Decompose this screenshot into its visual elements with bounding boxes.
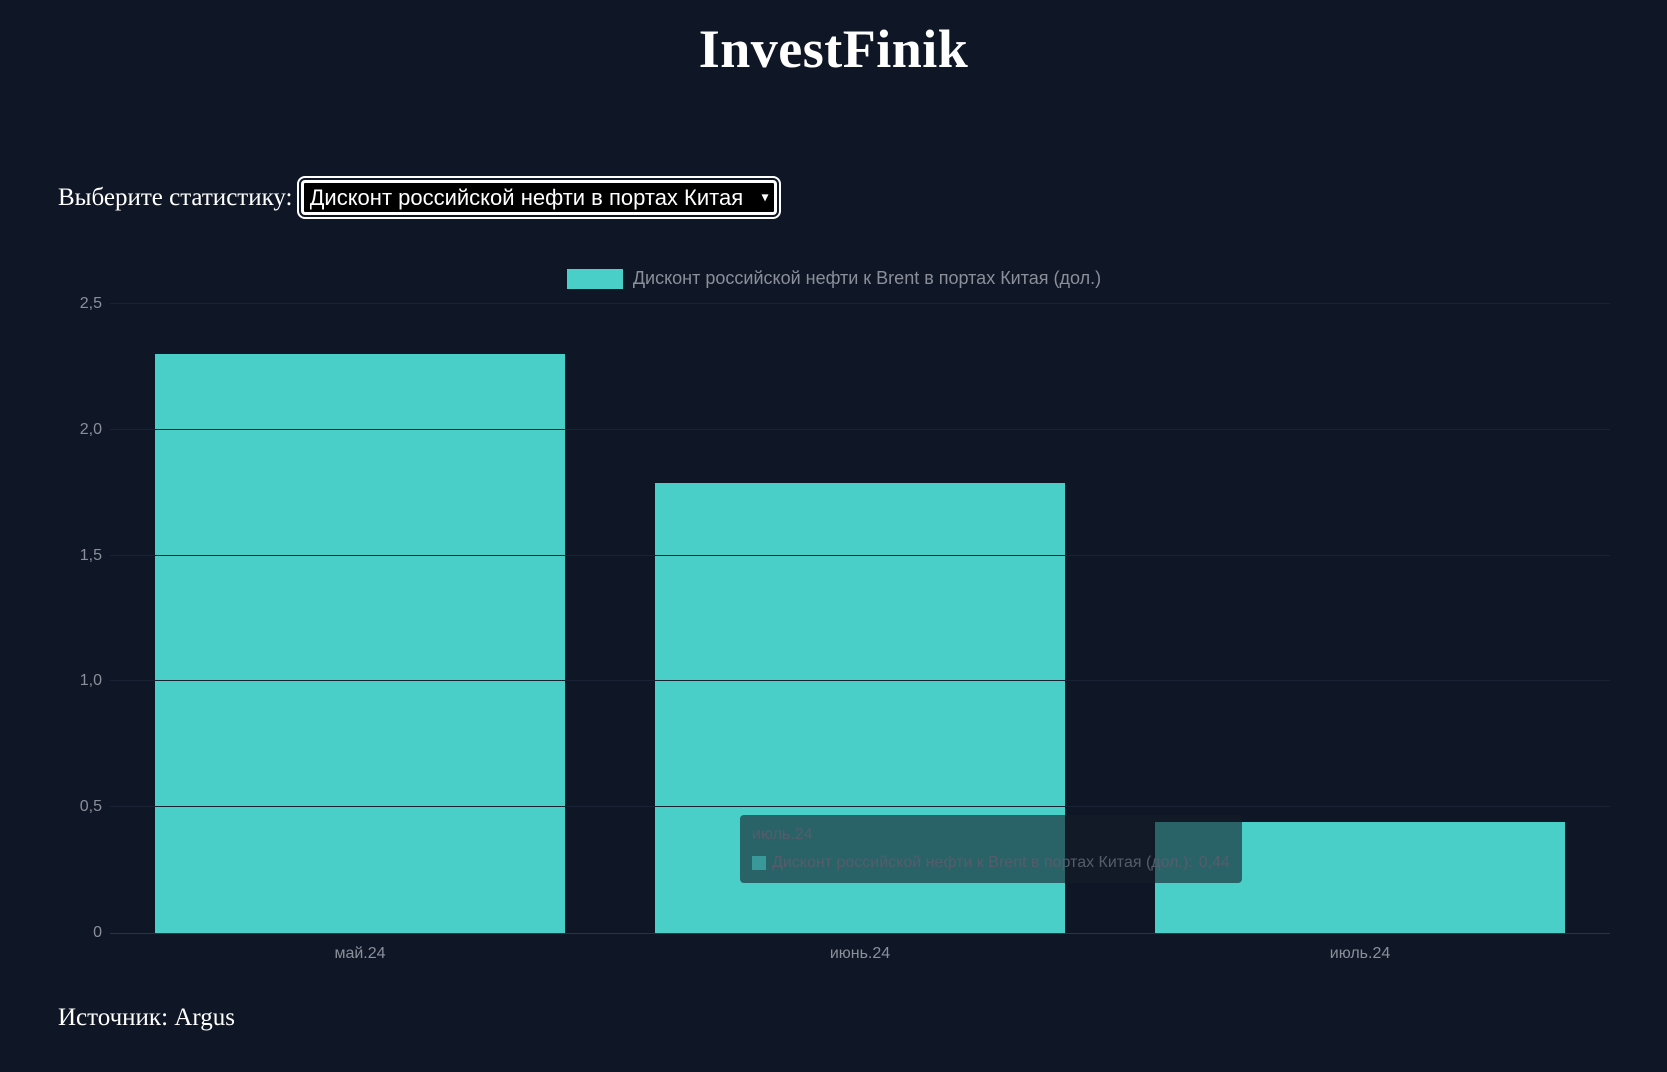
statistic-select-wrap: Дисконт российской нефти в портах Китая … <box>301 180 777 215</box>
legend-swatch <box>567 269 623 289</box>
x-tick-label: май.24 <box>334 945 385 963</box>
chart-plot-area: июль.24 Дисконт российской нефти к Brent… <box>110 304 1610 934</box>
chart-bar[interactable] <box>155 354 565 933</box>
chart-legend[interactable]: Дисконт российской нефти к Brent в порта… <box>58 268 1610 289</box>
y-tick-label: 2,0 <box>62 421 102 439</box>
chart-gridline <box>110 806 1610 807</box>
discount-bar-chart: Дисконт российской нефти к Brent в порта… <box>58 260 1610 980</box>
y-tick-label: 2,5 <box>62 295 102 313</box>
legend-label: Дисконт российской нефти к Brent в порта… <box>633 268 1101 289</box>
statistic-select[interactable]: Дисконт российской нефти в портах Китая <box>301 180 777 215</box>
x-tick-label: июнь.24 <box>830 945 890 963</box>
y-tick-label: 0,5 <box>62 798 102 816</box>
y-tick-label: 0 <box>62 924 102 942</box>
statistic-selector-label: Выберите статистику: <box>58 184 293 212</box>
chart-gridline <box>110 680 1610 681</box>
chart-bar[interactable] <box>1155 822 1565 933</box>
brand-title: InvestFinik <box>0 18 1667 80</box>
y-tick-label: 1,0 <box>62 672 102 690</box>
chart-bar[interactable] <box>655 483 1065 933</box>
chart-gridline <box>110 429 1610 430</box>
source-label: Источник: Argus <box>58 1004 235 1032</box>
page-root: InvestFinik Выберите статистику: Дисконт… <box>0 0 1667 1072</box>
chart-bars-layer <box>110 304 1610 933</box>
x-tick-label: июль.24 <box>1330 945 1391 963</box>
statistic-selector-row: Выберите статистику: Дисконт российской … <box>58 180 777 215</box>
chart-gridline <box>110 303 1610 304</box>
chart-gridline <box>110 555 1610 556</box>
y-tick-label: 1,5 <box>62 547 102 565</box>
